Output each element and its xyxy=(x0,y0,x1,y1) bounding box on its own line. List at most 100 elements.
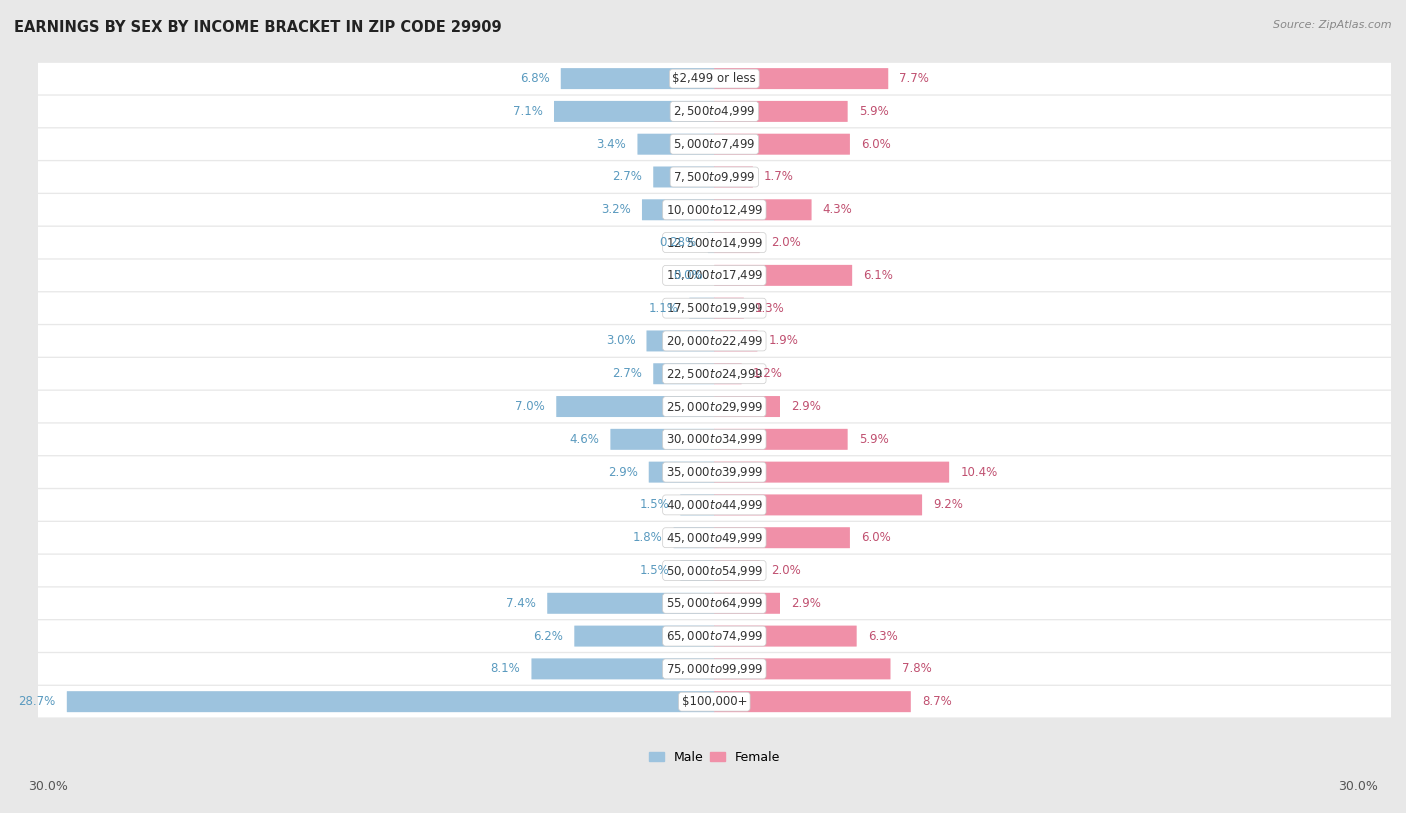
Text: $5,000 to $7,499: $5,000 to $7,499 xyxy=(673,137,755,151)
Legend: Male, Female: Male, Female xyxy=(644,746,785,769)
Text: 6.0%: 6.0% xyxy=(860,137,891,150)
Text: EARNINGS BY SEX BY INCOME BRACKET IN ZIP CODE 29909: EARNINGS BY SEX BY INCOME BRACKET IN ZIP… xyxy=(14,20,502,35)
FancyBboxPatch shape xyxy=(38,194,1392,225)
FancyBboxPatch shape xyxy=(637,133,714,154)
Text: $55,000 to $64,999: $55,000 to $64,999 xyxy=(665,596,763,611)
FancyBboxPatch shape xyxy=(714,232,759,253)
FancyBboxPatch shape xyxy=(38,424,1392,455)
Text: 5.9%: 5.9% xyxy=(859,433,889,446)
Text: 30.0%: 30.0% xyxy=(28,780,67,793)
Text: $12,500 to $14,999: $12,500 to $14,999 xyxy=(665,236,763,250)
Text: 3.2%: 3.2% xyxy=(602,203,631,216)
Text: 6.8%: 6.8% xyxy=(520,72,550,85)
FancyBboxPatch shape xyxy=(38,489,1392,520)
FancyBboxPatch shape xyxy=(714,527,849,548)
Text: $100,000+: $100,000+ xyxy=(682,695,747,708)
Text: $35,000 to $39,999: $35,000 to $39,999 xyxy=(665,465,763,479)
FancyBboxPatch shape xyxy=(38,227,1392,259)
FancyBboxPatch shape xyxy=(714,199,811,220)
Text: $15,000 to $17,499: $15,000 to $17,499 xyxy=(665,268,763,282)
Text: 7.4%: 7.4% xyxy=(506,597,536,610)
FancyBboxPatch shape xyxy=(38,456,1392,488)
FancyBboxPatch shape xyxy=(714,659,890,680)
FancyBboxPatch shape xyxy=(38,358,1392,389)
FancyBboxPatch shape xyxy=(648,462,714,483)
FancyBboxPatch shape xyxy=(673,527,714,548)
FancyBboxPatch shape xyxy=(714,330,758,351)
FancyBboxPatch shape xyxy=(38,522,1392,554)
Text: 3.4%: 3.4% xyxy=(596,137,627,150)
FancyBboxPatch shape xyxy=(554,101,714,122)
Text: 10.4%: 10.4% xyxy=(960,466,997,479)
FancyBboxPatch shape xyxy=(714,133,849,154)
Text: 2.9%: 2.9% xyxy=(607,466,638,479)
FancyBboxPatch shape xyxy=(38,554,1392,586)
FancyBboxPatch shape xyxy=(714,298,744,319)
Text: 1.1%: 1.1% xyxy=(648,302,678,315)
Text: 6.3%: 6.3% xyxy=(868,629,897,642)
Text: 3.0%: 3.0% xyxy=(606,334,636,347)
Text: $20,000 to $22,499: $20,000 to $22,499 xyxy=(665,334,763,348)
FancyBboxPatch shape xyxy=(547,593,714,614)
FancyBboxPatch shape xyxy=(38,128,1392,160)
Text: 2.0%: 2.0% xyxy=(770,564,800,577)
Text: $22,500 to $24,999: $22,500 to $24,999 xyxy=(665,367,763,380)
Text: $2,500 to $4,999: $2,500 to $4,999 xyxy=(673,104,755,119)
FancyBboxPatch shape xyxy=(38,161,1392,193)
Text: Source: ZipAtlas.com: Source: ZipAtlas.com xyxy=(1274,20,1392,30)
FancyBboxPatch shape xyxy=(654,167,714,188)
FancyBboxPatch shape xyxy=(714,363,741,385)
Text: 4.6%: 4.6% xyxy=(569,433,599,446)
Text: 2.7%: 2.7% xyxy=(612,171,643,184)
Text: 7.1%: 7.1% xyxy=(513,105,543,118)
FancyBboxPatch shape xyxy=(67,691,714,712)
FancyBboxPatch shape xyxy=(38,325,1392,357)
FancyBboxPatch shape xyxy=(714,560,759,581)
Text: $45,000 to $49,999: $45,000 to $49,999 xyxy=(665,531,763,545)
FancyBboxPatch shape xyxy=(38,391,1392,422)
FancyBboxPatch shape xyxy=(714,428,848,450)
FancyBboxPatch shape xyxy=(610,428,714,450)
FancyBboxPatch shape xyxy=(643,199,714,220)
Text: $50,000 to $54,999: $50,000 to $54,999 xyxy=(665,563,763,577)
Text: 30.0%: 30.0% xyxy=(1339,780,1378,793)
Text: 1.2%: 1.2% xyxy=(752,367,783,380)
Text: 6.2%: 6.2% xyxy=(533,629,564,642)
Text: $10,000 to $12,499: $10,000 to $12,499 xyxy=(665,202,763,217)
FancyBboxPatch shape xyxy=(714,265,852,286)
Text: 7.8%: 7.8% xyxy=(901,663,931,676)
Text: 28.7%: 28.7% xyxy=(18,695,56,708)
Text: 2.0%: 2.0% xyxy=(770,236,800,249)
FancyBboxPatch shape xyxy=(38,653,1392,685)
FancyBboxPatch shape xyxy=(38,293,1392,324)
FancyBboxPatch shape xyxy=(654,363,714,385)
Text: $30,000 to $34,999: $30,000 to $34,999 xyxy=(665,433,763,446)
Text: 1.3%: 1.3% xyxy=(755,302,785,315)
Text: $40,000 to $44,999: $40,000 to $44,999 xyxy=(665,498,763,512)
Text: 2.9%: 2.9% xyxy=(792,597,821,610)
FancyBboxPatch shape xyxy=(647,330,714,351)
Text: 7.7%: 7.7% xyxy=(900,72,929,85)
FancyBboxPatch shape xyxy=(531,659,714,680)
FancyBboxPatch shape xyxy=(574,625,714,646)
FancyBboxPatch shape xyxy=(38,259,1392,291)
FancyBboxPatch shape xyxy=(714,167,754,188)
Text: 8.7%: 8.7% xyxy=(922,695,952,708)
Text: 0.28%: 0.28% xyxy=(659,236,697,249)
FancyBboxPatch shape xyxy=(681,494,714,515)
Text: 4.3%: 4.3% xyxy=(823,203,852,216)
Text: 0.0%: 0.0% xyxy=(673,269,703,282)
Text: 6.1%: 6.1% xyxy=(863,269,893,282)
Text: $65,000 to $74,999: $65,000 to $74,999 xyxy=(665,629,763,643)
FancyBboxPatch shape xyxy=(38,686,1392,717)
FancyBboxPatch shape xyxy=(38,96,1392,127)
FancyBboxPatch shape xyxy=(561,68,714,89)
FancyBboxPatch shape xyxy=(38,620,1392,652)
FancyBboxPatch shape xyxy=(707,232,714,253)
FancyBboxPatch shape xyxy=(714,625,856,646)
Text: 1.5%: 1.5% xyxy=(640,498,669,511)
Text: 6.0%: 6.0% xyxy=(860,531,891,544)
FancyBboxPatch shape xyxy=(557,396,714,417)
Text: 8.1%: 8.1% xyxy=(491,663,520,676)
Text: 2.9%: 2.9% xyxy=(792,400,821,413)
